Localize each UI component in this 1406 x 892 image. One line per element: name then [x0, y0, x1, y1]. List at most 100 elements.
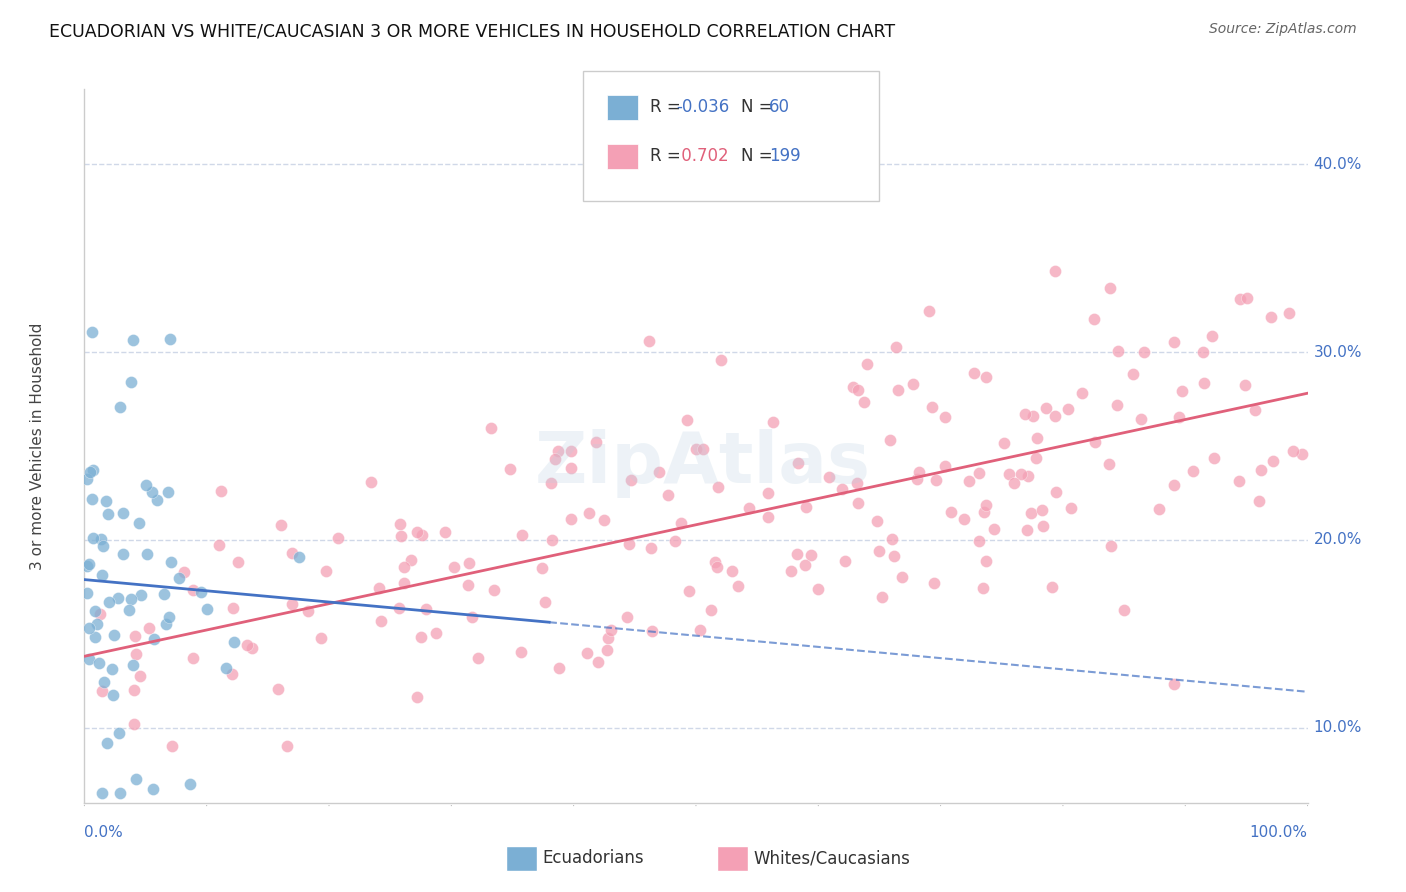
Point: [560, 512, 582, 526]
Point: [222, 601, 245, 615]
Point: [76, 472, 98, 486]
Point: [1122, 367, 1144, 381]
Point: [689, 623, 711, 637]
Point: [560, 444, 582, 458]
Point: [807, 582, 830, 596]
Text: 30.0%: 30.0%: [1313, 344, 1362, 359]
Point: [983, 522, 1005, 536]
Point: [998, 467, 1021, 482]
Point: [411, 528, 433, 542]
Point: [190, 585, 212, 599]
Point: [281, 546, 304, 560]
Point: [600, 623, 623, 637]
Point: [97, 595, 120, 609]
Point: [1261, 453, 1284, 467]
Point: [1002, 476, 1025, 491]
Point: [169, 571, 191, 585]
Point: [124, 629, 146, 643]
Point: [1227, 474, 1250, 488]
Point: [707, 479, 730, 493]
Point: [159, 555, 181, 569]
Point: [1133, 344, 1156, 359]
Point: [657, 488, 679, 502]
Point: [921, 400, 943, 414]
Point: [678, 584, 700, 599]
Point: [834, 554, 856, 568]
Point: [1031, 503, 1053, 517]
Point: [1204, 451, 1226, 466]
Point: [224, 634, 246, 648]
Point: [360, 475, 382, 490]
Point: [640, 541, 662, 556]
Point: [616, 610, 638, 624]
Point: [94, 494, 117, 508]
Point: [214, 661, 236, 675]
Point: [90, 567, 112, 582]
Point: [1247, 494, 1270, 508]
Point: [1277, 305, 1299, 319]
Point: [195, 602, 218, 616]
Point: [1163, 478, 1185, 492]
Point: [1181, 465, 1204, 479]
Point: [288, 549, 311, 564]
Point: [221, 666, 243, 681]
Point: [389, 529, 412, 543]
Point: [1057, 401, 1080, 416]
Point: [235, 638, 257, 652]
Point: [392, 575, 415, 590]
Point: [108, 400, 131, 414]
Point: [121, 657, 143, 672]
Point: [853, 395, 876, 409]
Point: [870, 591, 893, 605]
Point: [125, 772, 148, 786]
Point: [128, 516, 150, 530]
Point: [153, 587, 176, 601]
Point: [173, 566, 195, 580]
Point: [1236, 291, 1258, 305]
Point: [1163, 677, 1185, 691]
Point: [1107, 344, 1129, 359]
Point: [101, 688, 124, 702]
Point: [297, 603, 319, 617]
Point: [399, 553, 422, 567]
Point: [240, 640, 263, 655]
Point: [953, 512, 976, 526]
Point: [1192, 376, 1215, 391]
Point: [541, 533, 564, 548]
Point: [498, 462, 520, 476]
Point: [868, 544, 890, 558]
Point: [595, 642, 617, 657]
Text: 10.0%: 10.0%: [1313, 720, 1362, 735]
Point: [882, 532, 904, 546]
Point: [86, 617, 108, 632]
Point: [692, 442, 714, 456]
Point: [1071, 385, 1094, 400]
Point: [77, 558, 100, 572]
Point: [1098, 457, 1121, 471]
Point: [1043, 409, 1066, 423]
Point: [738, 501, 761, 516]
Point: [405, 524, 427, 539]
Point: [845, 476, 868, 491]
Point: [110, 786, 132, 800]
Point: [934, 459, 956, 474]
Point: [267, 681, 290, 696]
Point: [143, 632, 166, 646]
Point: [706, 560, 728, 574]
Point: [703, 555, 725, 569]
Point: [425, 626, 447, 640]
Text: N =: N =: [741, 147, 778, 165]
Text: 199: 199: [769, 147, 800, 165]
Point: [1234, 377, 1257, 392]
Point: [720, 564, 742, 578]
Point: [891, 570, 914, 584]
Point: [901, 376, 924, 391]
Point: [638, 334, 661, 348]
Point: [76, 586, 98, 600]
Point: [138, 621, 160, 635]
Text: 0.702: 0.702: [676, 147, 728, 165]
Point: [315, 564, 337, 578]
Point: [136, 547, 159, 561]
Point: [1060, 501, 1083, 516]
Point: [510, 528, 533, 542]
